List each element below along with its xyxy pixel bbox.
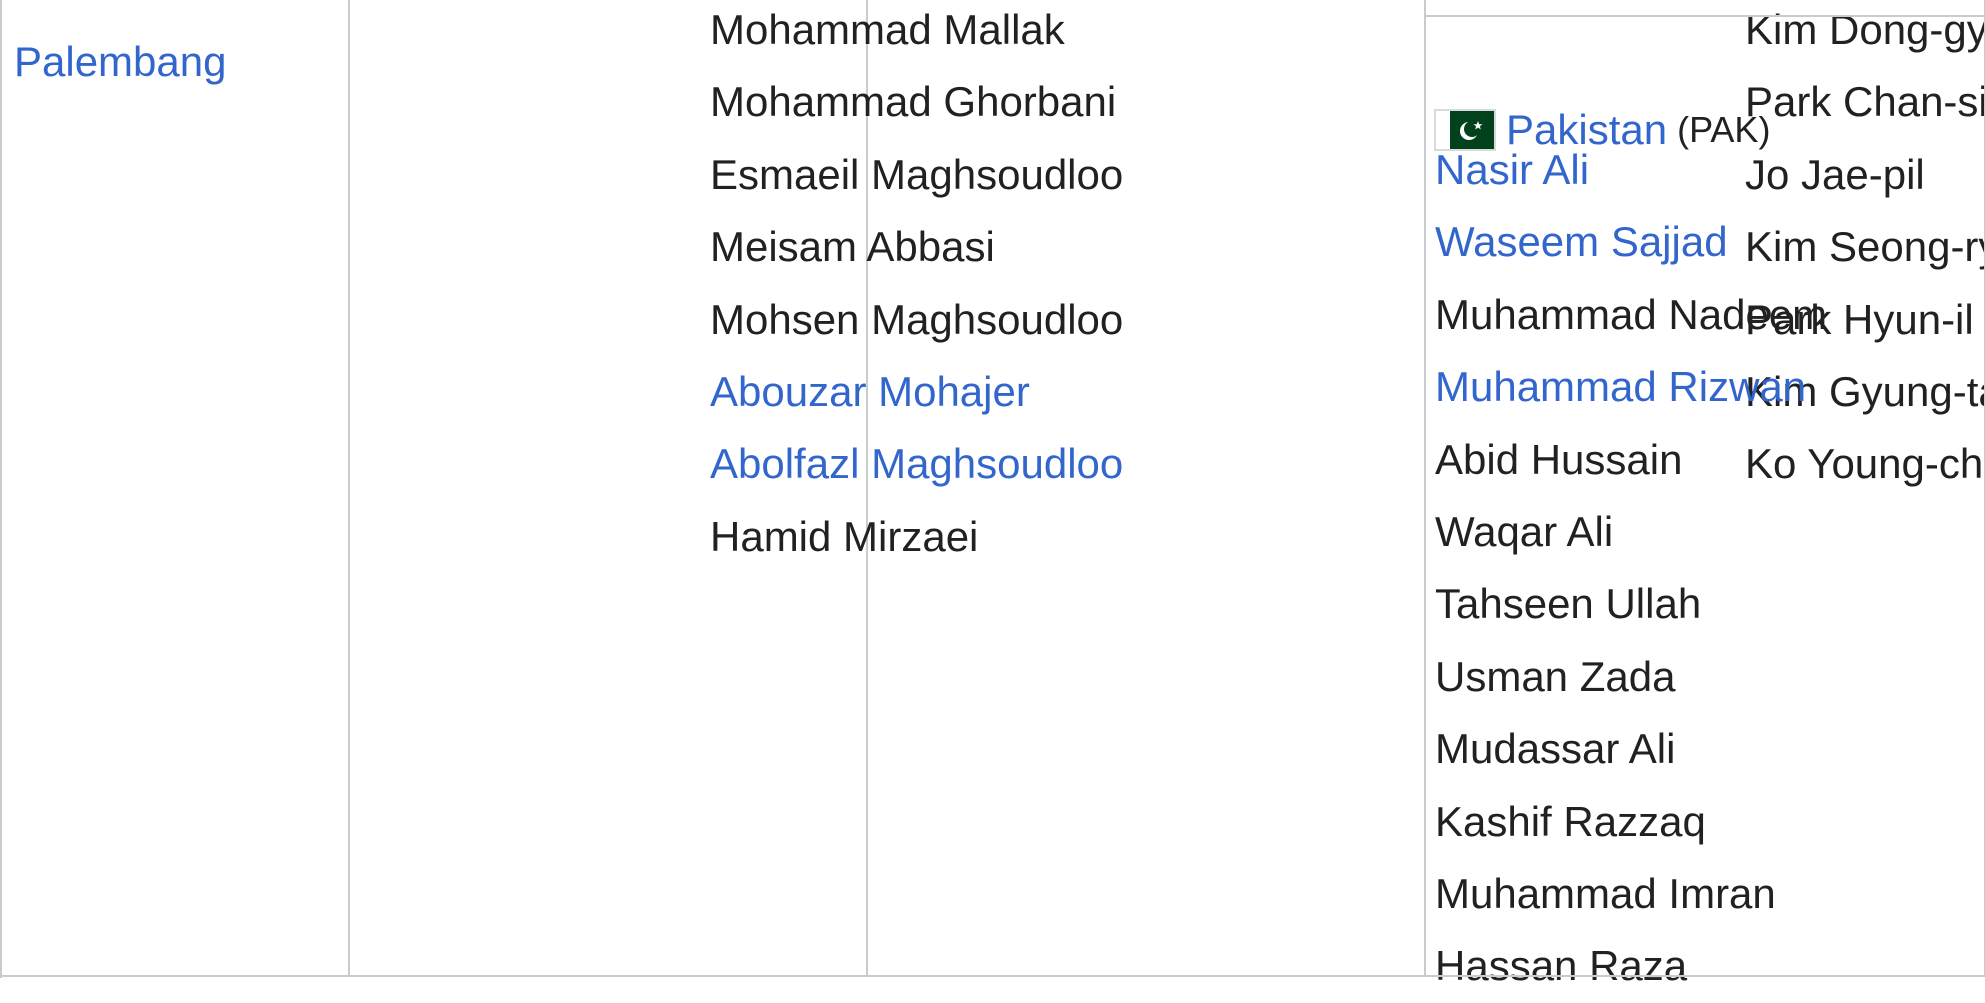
list-item: Park Hyun-il [1745, 284, 1985, 356]
player-name: Abid Hussain [1435, 435, 1683, 483]
list-item: Waseem Sajjad [1435, 206, 1827, 278]
list-item: Abolfazl Maghsoudloo [710, 428, 1123, 500]
player-name: Mohammad Mallak [710, 6, 1065, 53]
player-name: Usman Zada [1435, 652, 1676, 700]
list-item: Waqar Ali [1435, 496, 1827, 568]
list-item: Kashif Razzaq [1435, 786, 1827, 858]
player-name: Kashif Razzaq [1435, 797, 1706, 845]
player-name: Esmaeil Maghsoudloo [710, 150, 1124, 198]
list-item: Muhammad Imran [1435, 858, 1827, 930]
list-item: Abouzar Mohajer [710, 356, 1123, 428]
player-name: Hassan Raza [1435, 942, 1688, 990]
player-name: Waqar Ali [1435, 507, 1614, 555]
list-item: Usman Zada [1435, 641, 1827, 713]
iran-roster-cell: Mohammad Mallak Mohammad Ghorbani Esmaeil … [350, 0, 1123, 976]
list-item: Tahseen Ullah [1435, 568, 1827, 640]
player-link[interactable]: Waseem Sajjad [1435, 218, 1728, 266]
list-item: Nasir Ali [1435, 134, 1827, 206]
list-item: Hassan Raza [1435, 930, 1827, 1002]
player-name: Mohsen Maghsoudloo [710, 295, 1124, 343]
player-link[interactable]: Abouzar Mohajer [710, 367, 1030, 415]
list-item: Esmaeil Maghsoudloo [710, 139, 1123, 211]
list-item: Kim Dong-gyu [1745, 0, 1985, 66]
player-name: Meisam Abbasi [710, 223, 995, 271]
list-item: Mohammad Mallak [710, 0, 1123, 66]
medal-table: Palembang Mohammad Mallak Mohammad Ghorba… [0, 0, 1985, 978]
list-item: Kim Seong-ryeol [1745, 211, 1985, 283]
player-name: Muhammad Imran [1435, 869, 1776, 917]
player-name: Ko Young-chang [1745, 440, 1985, 488]
country-code: (PAK) [1677, 109, 1771, 150]
pakistan-flag-icon [1434, 109, 1496, 151]
player-name: Mohammad Ghorbani [710, 78, 1117, 126]
player-name: Park Hyun-il [1745, 295, 1974, 343]
player-link[interactable]: Abolfazl Maghsoudloo [710, 440, 1124, 488]
player-name: Park Chan-sik [1745, 78, 1985, 126]
list-item: Kim Gyung-tae [1745, 356, 1985, 428]
player-name: Hamid Mirzaei [710, 512, 979, 560]
player-name: Kim Dong-gyu [1745, 6, 1985, 53]
list-item: Muhammad Nadeem [1435, 279, 1827, 351]
table-bottom-border [0, 975, 1985, 977]
country-link[interactable]: Pakistan [1506, 106, 1668, 153]
player-link[interactable]: Nasir Ali [1435, 146, 1590, 193]
player-name: Tahseen Ullah [1435, 580, 1702, 628]
player-name: Muhammad Nadeem [1435, 290, 1828, 338]
cell-divider [1424, 15, 1984, 17]
korea-roster-cell: Kim Dong-gyu Park Chan-sik Jo Jae-pil Kim S… [868, 0, 1985, 976]
player-name: Kim Seong-ryeol [1745, 223, 1985, 271]
list-item: Hamid Mirzaei [710, 501, 1123, 573]
list-item: Ko Young-chang [1745, 428, 1985, 500]
list-item: Park Chan-sik [1745, 66, 1985, 138]
player-name: Mudassar Ali [1435, 725, 1676, 773]
list-item: Jo Jae-pil [1745, 139, 1985, 211]
list-item: Abid Hussain [1435, 424, 1827, 496]
player-link[interactable]: Muhammad Rizwan [1435, 363, 1807, 411]
list-item: Mohsen Maghsoudloo [710, 284, 1123, 356]
player-name: Kim Gyung-tae [1745, 367, 1985, 415]
list-item: Mohammad Ghorbani [710, 66, 1123, 138]
roster-list: Kim Dong-gyu Park Chan-sik Jo Jae-pil Kim S… [1745, 0, 1985, 501]
roster-list: Nasir Ali Waseem Sajjad Muhammad Nadeem Muh… [1435, 134, 1827, 1003]
roster-list: Mohammad Mallak Mohammad Ghorbani Esmaeil … [710, 0, 1123, 573]
list-item: Mudassar Ali [1435, 713, 1827, 785]
list-item: Meisam Abbasi [710, 211, 1123, 283]
player-name: Jo Jae-pil [1745, 150, 1925, 198]
venue-link[interactable]: Palembang [14, 38, 227, 85]
country-header: Pakistan (PAK) [1434, 94, 1770, 166]
list-item: Muhammad Rizwan [1435, 351, 1827, 423]
venue-cell: Palembang [2, 0, 350, 976]
